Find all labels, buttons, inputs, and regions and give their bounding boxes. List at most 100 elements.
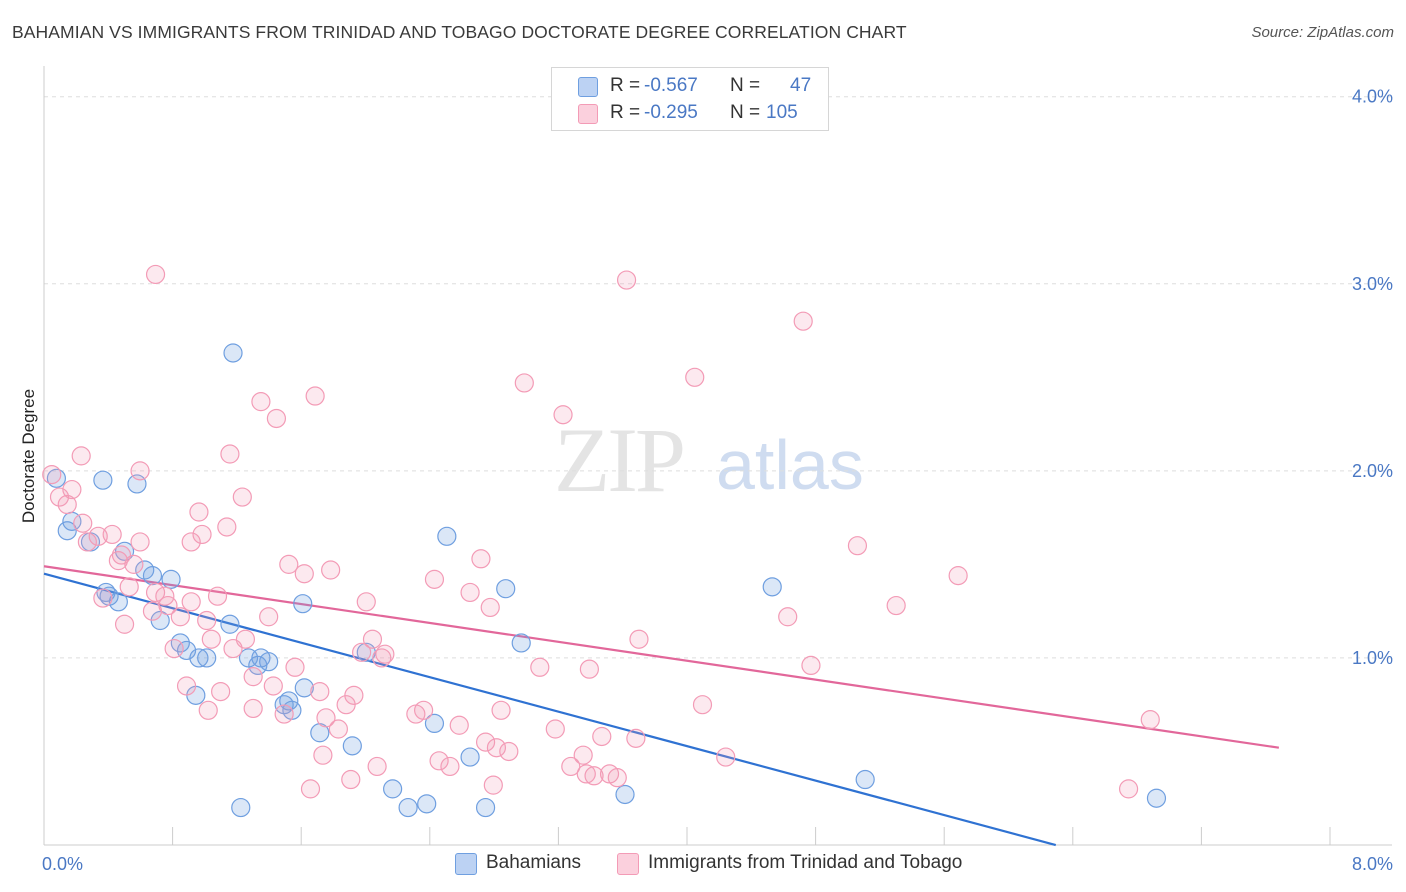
point-trinidad: [356, 592, 376, 612]
point-bahamians: [417, 794, 437, 814]
point-bahamians: [383, 779, 403, 799]
point-trinidad: [119, 577, 139, 597]
point-trinidad: [460, 582, 480, 603]
point-bahamians: [424, 713, 445, 734]
point-trinidad: [948, 566, 968, 586]
point-bahamians: [460, 747, 480, 767]
point-bahamians: [259, 652, 279, 672]
point-trinidad: [553, 405, 573, 425]
watermark-atlas: atlas: [716, 426, 864, 504]
point-trinidad: [344, 685, 364, 705]
point-trinidad: [211, 681, 231, 702]
point-trinidad: [164, 638, 184, 659]
point-trinidad: [145, 264, 166, 285]
point-trinidad: [352, 642, 372, 662]
point-bahamians: [511, 633, 531, 653]
point-bahamians: [496, 579, 516, 599]
point-trinidad: [607, 768, 627, 788]
point-trinidad: [341, 769, 361, 790]
point-bahamians: [189, 648, 209, 668]
point-trinidad: [124, 554, 144, 574]
point-bahamians: [762, 577, 782, 597]
point-bahamians: [294, 678, 314, 698]
point-trinidad: [801, 655, 821, 676]
point-bahamians: [293, 594, 313, 614]
n-label: N =: [730, 102, 761, 123]
n-value: 105: [766, 102, 798, 123]
point-trinidad: [584, 766, 604, 786]
point-bahamians: [142, 566, 163, 586]
point-trinidad: [42, 464, 62, 485]
point-trinidad: [310, 681, 330, 702]
grid-lines: [44, 96, 1392, 659]
y-tick-label: 4.0%: [1352, 87, 1393, 107]
point-trinidad: [514, 373, 534, 393]
x-tick-label: 0.0%: [42, 854, 83, 874]
point-bahamians: [170, 633, 190, 653]
trend-lines: [43, 565, 1280, 847]
point-trinidad: [300, 779, 321, 799]
legend-label: Bahamians: [486, 852, 582, 873]
source-credit: Source: ZipAtlas.com: [1251, 24, 1394, 41]
point-trinidad: [217, 517, 237, 537]
point-bahamians: [342, 736, 362, 756]
point-bahamians: [1146, 788, 1167, 808]
point-trinidad: [579, 659, 599, 679]
y-tick-label: 3.0%: [1352, 274, 1393, 294]
point-trinidad: [251, 392, 271, 412]
point-trinidad: [375, 644, 395, 664]
stats-swatch-trinidad: [578, 104, 598, 124]
point-trinidad: [279, 554, 299, 574]
point-trinidad: [198, 700, 218, 720]
r-label: R =: [610, 75, 641, 96]
point-trinidad: [57, 494, 77, 515]
point-trinidad: [243, 698, 263, 719]
point-bahamians: [615, 784, 635, 805]
point-trinidad: [316, 708, 336, 728]
point-trinidad: [207, 586, 228, 606]
point-bahamians: [231, 797, 251, 818]
point-trinidad: [475, 732, 496, 752]
point-trinidad: [328, 719, 348, 739]
point-trinidad: [294, 564, 314, 584]
point-trinidad: [499, 741, 519, 762]
y-axis-label: Doctorate Degree: [19, 389, 38, 523]
legend: Bahamians Immigrants from Trinidad and T…: [0, 851, 1406, 877]
point-bahamians: [161, 569, 181, 589]
data-points: [42, 264, 1167, 818]
point-trinidad: [108, 551, 128, 571]
point-bahamians: [197, 648, 217, 668]
point-trinidad: [313, 745, 333, 765]
point-trinidad: [181, 592, 201, 612]
point-bahamians: [437, 526, 457, 546]
point-trinidad: [616, 270, 637, 290]
point-trinidad: [592, 726, 612, 747]
point-trinidad: [449, 715, 469, 735]
point-trinidad: [88, 526, 108, 546]
point-trinidad: [158, 595, 178, 616]
point-trinidad: [491, 700, 511, 720]
axes: [43, 66, 1392, 846]
point-trinidad: [530, 657, 550, 677]
point-trinidad: [130, 461, 150, 481]
stats-swatch-bahamians: [578, 77, 598, 97]
point-trinidad: [130, 532, 150, 552]
point-trinidad: [259, 607, 279, 627]
point-trinidad: [321, 560, 341, 580]
trend-line-trinidad: [43, 565, 1280, 749]
legend-swatch-trinidad: [617, 853, 639, 875]
point-bahamians: [223, 343, 243, 363]
point-trinidad: [181, 532, 201, 552]
point-trinidad: [629, 629, 649, 649]
point-trinidad: [235, 629, 256, 649]
point-trinidad: [263, 676, 283, 696]
n-value: 47: [790, 75, 812, 96]
x-tick-label: 8.0%: [1352, 854, 1393, 874]
point-trinidad: [232, 487, 252, 507]
point-trinidad: [1140, 710, 1160, 730]
point-trinidad: [716, 747, 736, 767]
point-trinidad: [793, 311, 813, 331]
chart-title: BAHAMIAN VS IMMIGRANTS FROM TRINIDAD AND…: [12, 22, 907, 42]
point-trinidad: [372, 648, 392, 668]
